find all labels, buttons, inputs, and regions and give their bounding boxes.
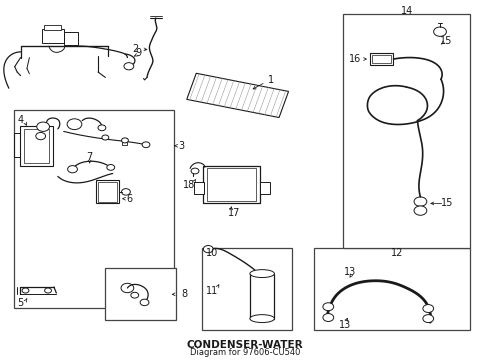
Circle shape [414,206,427,215]
Text: 9: 9 [136,48,142,58]
Polygon shape [187,73,289,117]
Circle shape [22,288,29,293]
Circle shape [323,303,334,311]
Circle shape [323,314,334,321]
Bar [14,110,174,308]
Bar [194,182,204,194]
Text: 1: 1 [269,75,274,85]
Bar [98,182,117,202]
Circle shape [36,132,46,140]
Ellipse shape [250,270,274,278]
Text: Diagram for 97606-CU540: Diagram for 97606-CU540 [190,348,300,356]
Bar [260,182,270,194]
Bar [202,248,292,330]
Bar [370,53,393,65]
Ellipse shape [250,315,274,323]
Circle shape [423,305,434,312]
Text: 14: 14 [401,6,413,16]
Bar [250,274,274,319]
Circle shape [423,315,434,323]
Circle shape [131,292,139,298]
Bar [44,25,61,30]
Bar [203,166,260,203]
Text: 13: 13 [344,267,356,277]
Text: 11: 11 [206,286,218,296]
Text: 10: 10 [206,248,218,258]
Text: 18: 18 [182,180,195,190]
Circle shape [203,246,213,253]
Text: 13: 13 [339,320,352,330]
Bar [20,126,53,166]
Circle shape [124,63,134,70]
Circle shape [191,168,199,174]
Circle shape [121,283,134,293]
Text: 15: 15 [440,36,452,46]
Circle shape [140,299,149,306]
Bar [122,138,127,145]
Circle shape [122,189,130,195]
Circle shape [414,197,427,206]
Text: 6: 6 [126,194,132,204]
Circle shape [122,138,128,143]
Bar [372,55,391,63]
Circle shape [102,135,109,140]
Circle shape [107,165,115,170]
Circle shape [45,288,51,293]
Text: 8: 8 [181,289,187,299]
Bar [96,180,119,203]
Text: 4: 4 [18,114,24,125]
Circle shape [37,122,49,131]
Bar [343,14,470,248]
Circle shape [434,27,446,36]
Text: 16: 16 [349,54,362,64]
Circle shape [98,125,106,131]
Text: 15: 15 [441,198,453,208]
Circle shape [68,166,77,173]
Text: 5: 5 [18,298,24,308]
Circle shape [67,119,82,130]
Text: 3: 3 [178,141,184,151]
Text: 7: 7 [87,152,93,162]
Text: 17: 17 [228,208,241,218]
Bar [64,32,78,45]
Text: 12: 12 [391,248,403,258]
Bar [24,129,49,163]
Circle shape [142,142,150,148]
Bar [314,248,470,330]
Bar [207,168,256,201]
Text: 2: 2 [132,44,138,54]
Text: CONDENSER-WATER: CONDENSER-WATER [187,340,303,350]
Bar [105,268,176,320]
Bar [42,29,64,43]
